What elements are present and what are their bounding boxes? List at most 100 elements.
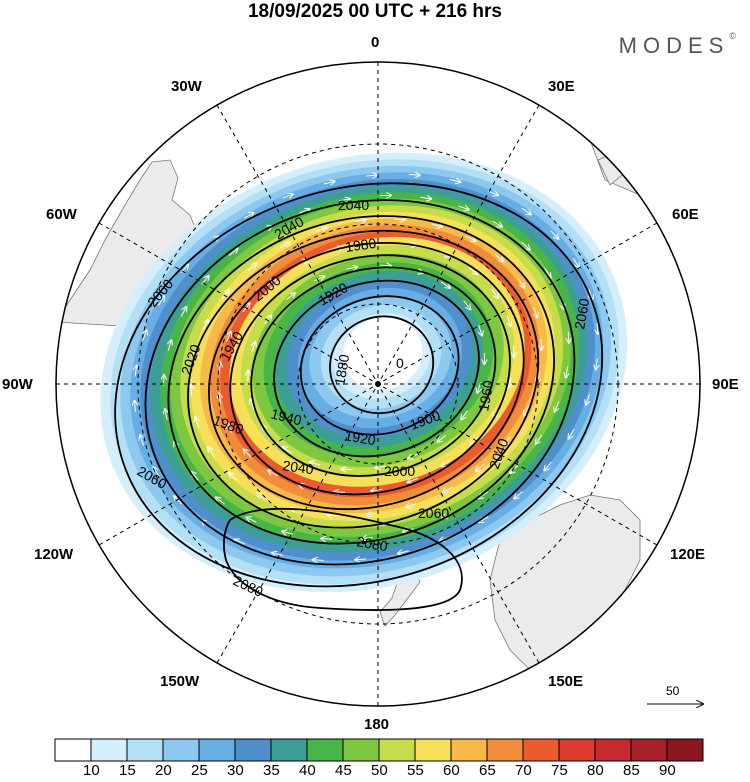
wind-vector [188, 385, 194, 396]
colorbar-swatch [630, 738, 668, 762]
label-90e: 90E [712, 376, 739, 393]
pole-marker [375, 381, 381, 387]
wind-vector [459, 410, 468, 420]
colorbar-swatch [270, 738, 308, 762]
contour-label-0: 0 [396, 355, 404, 371]
wind-vector [310, 459, 321, 468]
wind-vector [534, 307, 537, 317]
wind-vector [371, 488, 383, 493]
label-150w: 150W [160, 673, 200, 690]
wind-vector [234, 537, 245, 545]
wind-vector [572, 257, 579, 268]
colorbar-swatch [450, 738, 488, 762]
contour-label-2000b: 2000 [384, 463, 415, 479]
wind-vector [380, 192, 391, 198]
wind-vector [321, 535, 333, 542]
label-60e: 60E [672, 206, 699, 223]
colorbar-tick-label: 35 [263, 762, 280, 779]
colorbar-tick-label: 55 [407, 762, 424, 779]
wind-vector [393, 216, 405, 223]
contour-label-2060d: 2060 [571, 297, 592, 331]
wind-vector [566, 428, 575, 438]
contour-label-2040b: 2040 [338, 197, 369, 213]
wind-vector [272, 550, 283, 558]
modes-logo: MODES© [618, 31, 736, 58]
wind-vector [593, 358, 601, 370]
contour-label-1980: 1980 [344, 235, 377, 255]
wind-vector [208, 446, 215, 457]
contour-2040 [144, 199, 576, 566]
wind-vector [507, 315, 510, 326]
label-120e: 120E [670, 546, 706, 563]
colorbar-swatch [54, 738, 92, 762]
wind-vector [282, 194, 293, 198]
wind-vector [313, 557, 324, 564]
wind-vector [354, 218, 366, 223]
wind-vector [264, 315, 273, 325]
wind-vector [589, 289, 592, 299]
wind-vector [246, 515, 257, 523]
wind-vector [299, 209, 310, 213]
colorbar-tick-label: 50 [371, 762, 388, 779]
contour-2000 [187, 229, 540, 529]
wind-vector [465, 235, 476, 244]
wind-vector [195, 417, 198, 428]
wind-vector [494, 254, 503, 264]
wind-vector [323, 181, 335, 185]
wind-vector [375, 465, 387, 470]
colorbar-swatch [594, 738, 632, 762]
wind-vector [247, 264, 258, 271]
colorbar-swatch [162, 738, 200, 762]
wind-vector [165, 340, 174, 351]
wind-vector [158, 296, 166, 306]
wind-vector [140, 330, 149, 341]
wind-vector [511, 345, 517, 357]
colorbar-swatch [342, 738, 380, 762]
wind-vector [314, 276, 325, 282]
label-180: 180 [364, 716, 390, 733]
colorbar-swatch [198, 738, 236, 762]
wind-vector [521, 241, 530, 252]
colorbar-swatch [522, 738, 560, 762]
wind-vector [566, 331, 572, 343]
wind-vector [282, 528, 293, 536]
wind-vector [245, 371, 252, 382]
wind-vector [244, 448, 252, 458]
speed-calm-core [343, 317, 423, 391]
colorbar-swatch [126, 738, 164, 762]
wind-vector [487, 190, 498, 197]
colorbar-tick-label: 60 [443, 762, 460, 779]
contour-2060 [114, 182, 604, 588]
wind-vector [522, 405, 530, 416]
wind-vector [229, 471, 238, 481]
colorbar-tick-label: 80 [587, 762, 604, 779]
wind-vector [180, 307, 189, 317]
wind-vector [398, 550, 409, 554]
wind-vector [468, 267, 478, 277]
contour-label-2040c: 2040 [282, 457, 315, 477]
wind-vector [407, 478, 419, 482]
label-30w: 30W [171, 78, 202, 95]
wind-vector [502, 436, 511, 446]
wind-vector [249, 342, 258, 353]
wind-vector [431, 221, 442, 230]
wind-vector [286, 293, 296, 301]
wind-vector [203, 320, 211, 330]
contour-1900 [299, 295, 460, 436]
contour-1880 [329, 315, 435, 415]
wind-vector [216, 495, 225, 505]
wind-vector [250, 399, 253, 410]
colorbar-swatch [306, 738, 344, 762]
wind-vector [478, 516, 489, 523]
colorbar-tick-label: 25 [191, 762, 208, 779]
wind-vector [552, 401, 561, 411]
map-border [55, 61, 701, 707]
wind-vector [282, 445, 292, 454]
wind-vector [191, 471, 199, 481]
colorbar-swatch [234, 738, 272, 762]
wind-vector [441, 460, 452, 466]
wind-vector [563, 366, 571, 378]
wind-vector [334, 489, 346, 496]
colorbar-tick-label: 70 [515, 762, 532, 779]
wind-vector [228, 248, 239, 256]
